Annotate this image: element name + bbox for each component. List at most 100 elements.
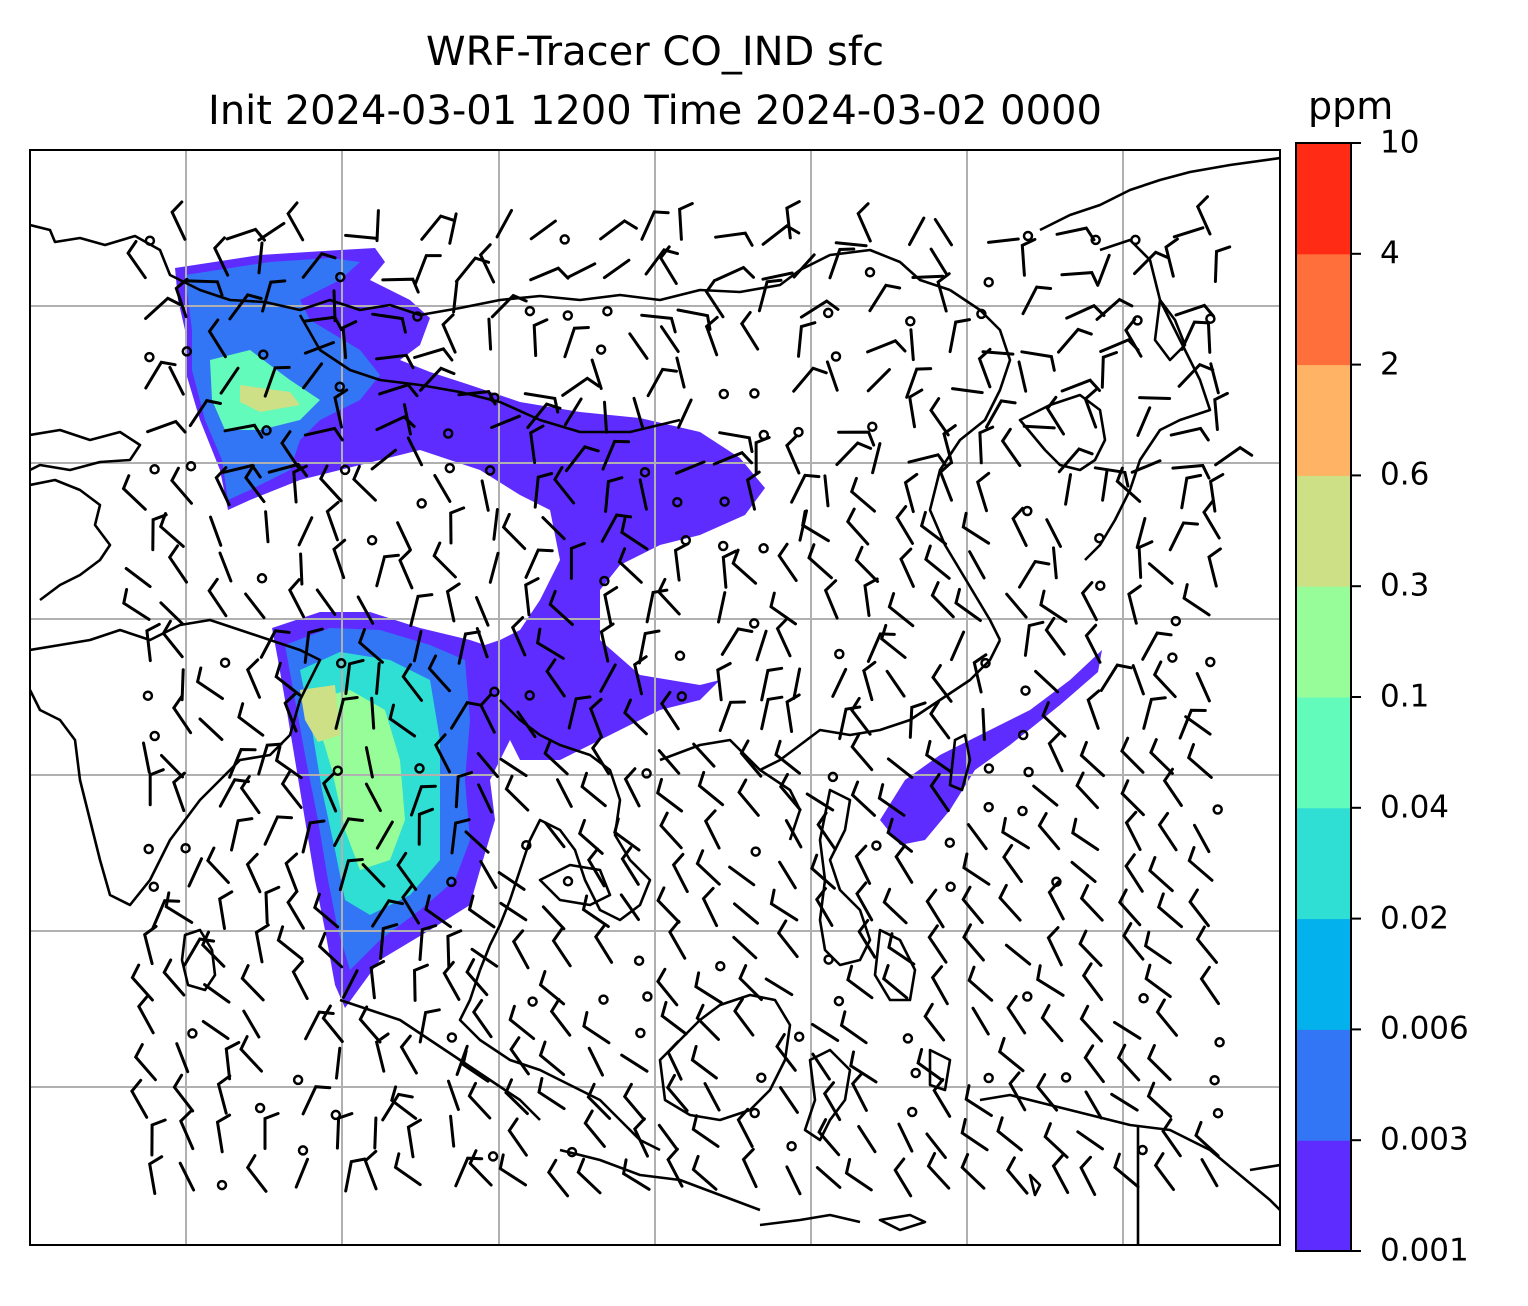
wind-barb <box>823 474 830 508</box>
wind-barb <box>541 905 566 931</box>
wind-barb <box>769 888 799 922</box>
map-title: WRF-Tracer CO_IND sfc <box>426 29 884 75</box>
wind-barb <box>161 619 184 659</box>
wind-barb <box>207 577 228 618</box>
calm-marker <box>330 1109 342 1121</box>
wind-barb <box>286 889 305 930</box>
wind-barb <box>183 937 216 967</box>
wind-barb <box>342 969 359 999</box>
wind-barb <box>344 233 377 240</box>
calm-marker <box>602 305 613 317</box>
wind-barb <box>261 279 287 313</box>
calm-marker <box>906 1106 918 1118</box>
wind-barb <box>504 1078 529 1116</box>
wind-barb <box>393 1152 422 1187</box>
wind-barb <box>1079 884 1104 922</box>
wind-barb <box>1168 521 1199 552</box>
wind-barb <box>122 588 151 621</box>
calm-marker <box>562 310 574 321</box>
wind-barb <box>930 581 955 619</box>
wind-barb <box>1035 1073 1059 1112</box>
wind-barb <box>936 272 951 313</box>
wind-barb <box>1006 994 1027 1035</box>
wind-barb <box>839 1010 868 1045</box>
wind-barb <box>414 254 442 286</box>
wind-barb <box>674 460 706 475</box>
wind-barb <box>1155 998 1178 1037</box>
wind-barb <box>925 1132 947 1160</box>
wind-barb <box>640 313 677 334</box>
wind-barb <box>263 1112 280 1150</box>
wind-barb <box>703 809 721 850</box>
wind-barb <box>424 894 452 929</box>
wind-barb <box>644 248 679 276</box>
calm-marker <box>216 1179 228 1191</box>
wind-barb <box>620 517 649 551</box>
wind-barb <box>203 983 231 1004</box>
wind-barb <box>823 579 839 620</box>
wind-barb <box>846 964 874 1000</box>
wind-barb <box>620 1053 649 1073</box>
wind-barb <box>432 541 457 579</box>
wind-barb <box>1195 195 1212 236</box>
wind-barb <box>544 821 566 849</box>
calm-marker <box>180 842 191 854</box>
wind-barb <box>369 960 386 1000</box>
wind-barb <box>535 627 565 660</box>
wind-barb <box>692 742 716 768</box>
calm-marker <box>642 991 653 1002</box>
plume-north-hot <box>240 385 300 412</box>
wind-barb <box>929 700 951 740</box>
colorbar-segment <box>1296 253 1351 366</box>
map-subtitle: Init 2024-03-01 1200 Time 2024-03-02 000… <box>208 88 1102 134</box>
colorbar-tick-label: 0.6 <box>1380 456 1430 493</box>
wind-barb <box>854 844 872 885</box>
wind-barb <box>933 218 953 247</box>
wind-barb <box>807 543 833 580</box>
wind-barb <box>510 616 527 657</box>
wind-barb <box>1117 888 1142 927</box>
wind-barb <box>457 390 497 406</box>
colorbar-segment <box>1296 143 1351 255</box>
wind-barb <box>375 820 394 850</box>
wind-barb <box>185 279 224 297</box>
wind-barb <box>757 278 783 313</box>
wind-barb <box>850 733 874 772</box>
wind-barb <box>292 464 308 504</box>
wind-barb <box>778 772 802 812</box>
wind-barb <box>412 630 423 663</box>
wind-barb <box>1045 518 1062 548</box>
wind-barb <box>1177 362 1215 388</box>
wind-barb <box>760 695 784 731</box>
wind-barb <box>960 1153 986 1190</box>
wind-barb <box>1000 427 1022 467</box>
wind-barb <box>1060 378 1101 393</box>
wind-barb <box>926 1152 951 1190</box>
wind-barb <box>332 289 337 323</box>
calm-marker <box>676 691 688 702</box>
wind-barb <box>499 901 528 922</box>
wind-barb <box>712 450 754 466</box>
wind-barb <box>777 542 798 582</box>
wind-barb <box>146 419 187 434</box>
calm-marker <box>1094 532 1105 544</box>
wind-barb <box>1157 811 1178 852</box>
wind-barb <box>178 1161 196 1192</box>
wind-barb <box>532 318 549 357</box>
wind-barb <box>755 629 768 662</box>
wind-barb <box>467 1081 492 1120</box>
wind-barb <box>1040 1004 1064 1043</box>
wind-barb <box>334 696 359 730</box>
wind-barb <box>490 414 521 429</box>
wind-barb <box>916 1048 944 1082</box>
wind-barb <box>546 1158 570 1198</box>
wind-barb <box>561 376 601 397</box>
wind-barb <box>454 1156 484 1188</box>
wind-barb <box>373 1116 378 1150</box>
wind-barb <box>1120 736 1145 774</box>
wind-barb <box>406 436 424 467</box>
wind-barb <box>717 591 727 624</box>
wind-barb <box>321 1004 344 1043</box>
wind-barb <box>492 508 499 541</box>
wind-barb <box>303 341 335 355</box>
